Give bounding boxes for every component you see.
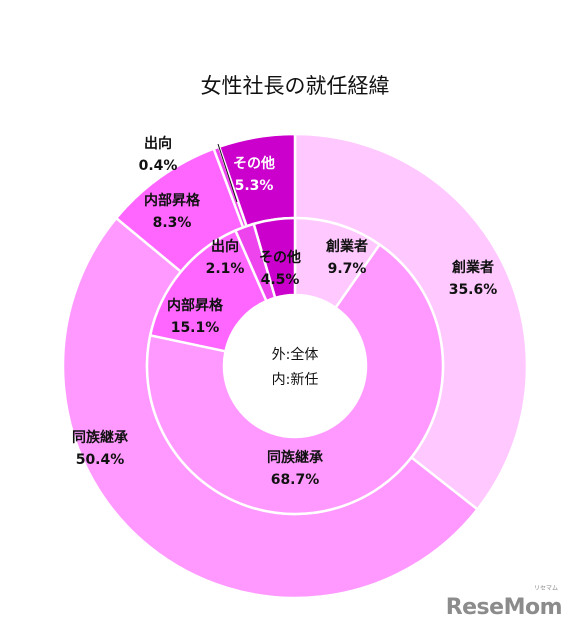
inner-label-internal-promotion: 内部昇格	[167, 297, 224, 314]
inner-label-secondment: 出向	[211, 238, 239, 255]
center-label-outer: 外:全体	[272, 346, 319, 363]
inner-value-founder: 9.7%	[328, 261, 367, 277]
center-label-inner: 内:新任	[272, 372, 319, 388]
outer-label-secondment: 出向	[144, 135, 172, 152]
inner-label-founder: 創業者	[325, 238, 368, 255]
outer-label-internal-promotion: 内部昇格	[144, 192, 201, 209]
inner-value-family-succession: 68.7%	[271, 472, 320, 488]
leader-line-outer-shukko	[217, 143, 238, 203]
outer-value-other: 5.3%	[235, 178, 274, 194]
inner-value-other: 4.5%	[261, 272, 300, 288]
inner-label-other: その他	[259, 249, 301, 266]
outer-value-founder: 35.6%	[449, 282, 498, 298]
outer-label-family-succession: 同族継承	[72, 429, 128, 446]
inner-value-secondment: 2.1%	[206, 261, 245, 277]
outer-value-internal-promotion: 8.3%	[153, 215, 192, 231]
outer-label-founder: 創業者	[451, 259, 494, 276]
chart-title: 女性社長の就任経緯	[201, 74, 390, 98]
outer-value-family-succession: 50.4%	[76, 452, 125, 468]
inner-label-family-succession: 同族継承	[267, 449, 323, 466]
donut-hole	[224, 295, 366, 437]
chart-labels: 創業者 35.6% 同族継承 50.4% 内部昇格 8.3% 出向 0.4% その他 5.3% 創業…	[72, 135, 497, 488]
watermark-subtext: リセマム	[533, 585, 558, 592]
outer-value-secondment: 0.4%	[139, 158, 178, 174]
outer-label-other: その他	[233, 155, 275, 172]
resemom-logo: ReseMom	[445, 595, 563, 620]
inner-value-internal-promotion: 15.1%	[171, 320, 220, 336]
